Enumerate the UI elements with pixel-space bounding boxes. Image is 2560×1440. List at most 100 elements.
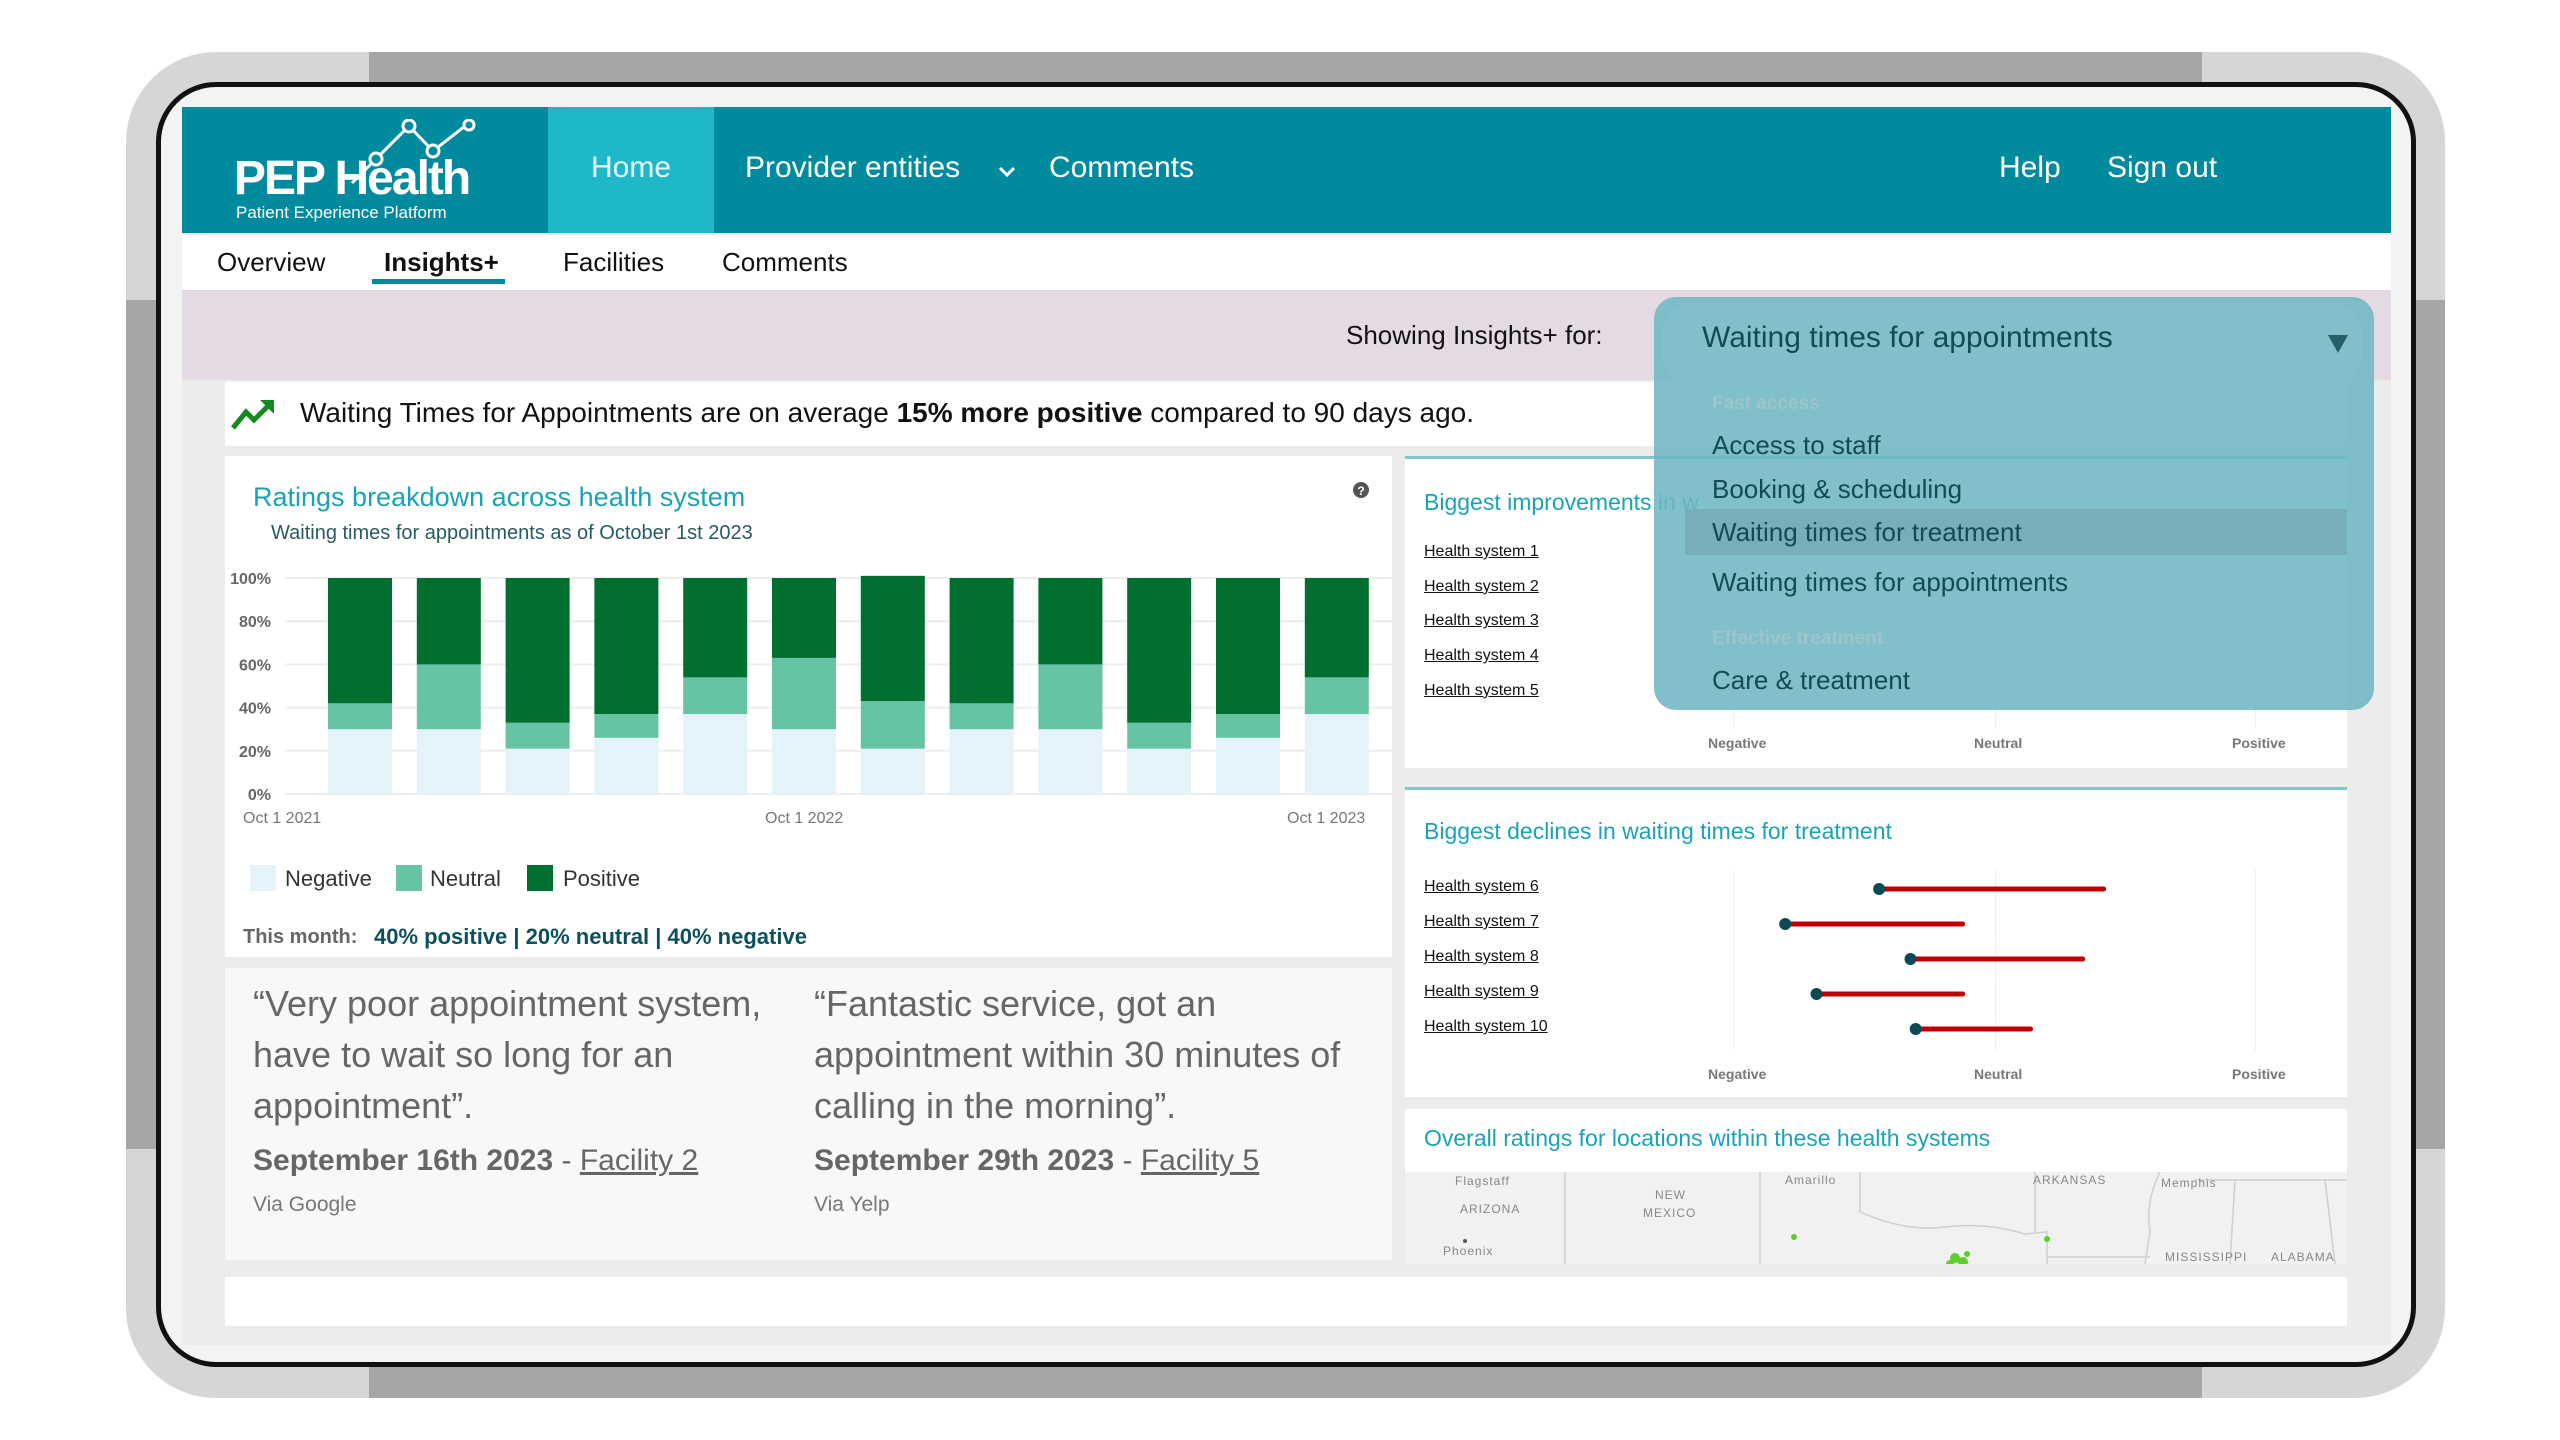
- map-label: MISSISSIPPI: [2165, 1250, 2248, 1264]
- svg-text:?: ?: [1357, 484, 1364, 498]
- this-month-label: This month:: [243, 926, 358, 948]
- help-icon[interactable]: ?: [1352, 481, 1370, 499]
- declines-title: Biggest declines in waiting times for tr…: [1424, 818, 1892, 844]
- frame-band-right: [2412, 300, 2445, 1149]
- bar-negative: [416, 729, 481, 794]
- axis-negative: Negative: [1708, 1066, 1767, 1082]
- active-tab-underline: [372, 279, 505, 284]
- facility-link[interactable]: Facility 5: [1140, 1144, 1260, 1177]
- bar-negative: [949, 729, 1014, 794]
- insight-highlight: 15% more positive: [896, 397, 1143, 428]
- nav-comments[interactable]: Comments: [1049, 151, 1195, 184]
- y-tick-label: 40%: [239, 701, 271, 718]
- dropdown-option[interactable]: Booking & scheduling: [1712, 474, 1963, 504]
- logo-line-graph-icon: [350, 119, 476, 185]
- bar-positive: [1304, 578, 1369, 678]
- health-system-link[interactable]: Health system 1: [1424, 543, 1539, 560]
- health-system-link[interactable]: Health system 3: [1424, 612, 1539, 630]
- health-system-link[interactable]: Health system 6: [1424, 878, 1539, 895]
- current-value-dot: [1909, 1023, 1922, 1035]
- quote-source: Via Google: [253, 1193, 357, 1216]
- health-system-link[interactable]: Health system 2: [1424, 577, 1539, 595]
- dropdown-group-label: Fast access: [1712, 393, 1820, 414]
- map-title: Overall ratings for locations within the…: [1424, 1125, 1991, 1151]
- bar-positive: [772, 578, 836, 658]
- dropdown-selected[interactable]: Waiting times for appointments: [1662, 303, 2362, 385]
- bar-negative: [1216, 737, 1280, 794]
- y-tick-label: 80%: [239, 614, 271, 631]
- facility-link[interactable]: Facility 2: [579, 1144, 699, 1177]
- tab-facilities[interactable]: Facilities: [563, 247, 665, 277]
- map-label: Memphis: [2161, 1176, 2217, 1190]
- bar-neutral: [683, 677, 748, 715]
- frame-band-bottom: [369, 1362, 2202, 1398]
- dropdown-option-label: Waiting times for treatment: [1712, 517, 2022, 547]
- map-label: ALABAMA: [2271, 1250, 2335, 1264]
- map-label: ARKANSAS: [2033, 1173, 2107, 1187]
- bar-neutral: [1304, 677, 1369, 715]
- tab-comments[interactable]: Comments: [722, 247, 848, 277]
- nav-help[interactable]: Help: [1999, 151, 2061, 184]
- insight-text: Waiting Times for Appointments are on av…: [300, 397, 1474, 429]
- quote-source: Via Yelp: [814, 1193, 890, 1216]
- health-system-link[interactable]: Health system 4: [1424, 647, 1539, 665]
- tab-overview[interactable]: Overview: [217, 247, 326, 277]
- bar-positive: [328, 578, 392, 704]
- x-tick-label: Oct 1 2023: [1287, 810, 1366, 827]
- bar-positive: [505, 578, 570, 723]
- bar-negative: [328, 729, 392, 794]
- ratings-card: Ratings breakdown across health system W…: [225, 456, 1392, 957]
- axis-neutral: Neutral: [1974, 1066, 2023, 1082]
- bar-neutral: [505, 722, 570, 749]
- nav-sign-out[interactable]: Sign out: [2107, 151, 2218, 184]
- bar-positive: [1216, 578, 1280, 715]
- health-system-link[interactable]: Health system 10: [1424, 1018, 1548, 1035]
- insight-text-pre: Waiting Times for Appointments are on av…: [300, 397, 897, 428]
- bar-positive: [683, 578, 748, 678]
- bar-positive: [949, 578, 1014, 704]
- dropdown-option[interactable]: Care & treatment: [1712, 665, 1910, 695]
- declines-dumbbell-chart: [1779, 883, 2107, 1035]
- bar-negative: [772, 729, 836, 794]
- tab-insights-plus[interactable]: Insights+: [384, 247, 499, 277]
- bar-neutral: [328, 703, 392, 730]
- dropdown-selected-value: Waiting times for appointments: [1702, 321, 2113, 354]
- top-nav: PEP Health Patient Experience Platform H…: [182, 107, 2391, 233]
- bar-neutral: [1216, 714, 1280, 738]
- health-system-link[interactable]: Health system 7: [1424, 913, 1539, 930]
- axis-positive: Positive: [2232, 735, 2286, 751]
- bar-negative: [860, 748, 925, 794]
- y-tick-label: 60%: [239, 657, 271, 674]
- bar-positive: [416, 578, 481, 665]
- ratings-title: Ratings breakdown across health system: [253, 482, 746, 512]
- current-value-dot: [1810, 988, 1823, 1000]
- dropdown-triangle-icon: [2328, 335, 2348, 353]
- dropdown-option-highlighted[interactable]: Waiting times for treatment: [1685, 509, 2347, 555]
- health-system-link[interactable]: Health system 8: [1424, 948, 1539, 965]
- bar-negative: [594, 737, 659, 794]
- chevron-down-icon[interactable]: [997, 165, 1017, 179]
- legend-label-positive: Positive: [563, 866, 641, 891]
- bar-neutral: [860, 701, 925, 749]
- map-label: NEW: [1655, 1188, 1686, 1202]
- logo-name: PEP Health: [234, 152, 471, 205]
- nav-provider-entities[interactable]: Provider entities: [745, 151, 961, 184]
- dropdown-option[interactable]: Access to staff: [1712, 430, 1881, 460]
- app: PEP Health Patient Experience Platform H…: [182, 107, 2391, 1345]
- nav-home[interactable]: Home: [548, 107, 714, 233]
- bar-positive: [594, 578, 659, 715]
- topic-dropdown[interactable]: Waiting times for appointments Fast acce…: [1654, 297, 2374, 710]
- map-label: Phoenix: [1443, 1244, 1494, 1258]
- current-value-dot: [1904, 953, 1917, 965]
- dropdown-option[interactable]: Waiting times for appointments: [1712, 567, 2068, 597]
- bar-neutral: [1038, 664, 1103, 730]
- x-tick-label: Oct 1 2022: [765, 810, 844, 827]
- insight-text-post: compared to 90 days ago.: [1142, 397, 1475, 428]
- declines-card: Biggest declines in waiting times for tr…: [1405, 787, 2347, 1097]
- map-card-header: Overall ratings for locations within the…: [1405, 1109, 2347, 1172]
- quote-date: September 29th 2023: [814, 1144, 1115, 1177]
- health-system-link[interactable]: Health system 5: [1424, 681, 1539, 699]
- logo[interactable]: PEP Health Patient Experience Platform: [232, 119, 482, 229]
- health-system-link[interactable]: Health system 9: [1424, 983, 1539, 1000]
- location-map[interactable]: Flagstaff ARIZONA Phoenix NEW MEXICO Ama…: [1405, 1172, 2347, 1264]
